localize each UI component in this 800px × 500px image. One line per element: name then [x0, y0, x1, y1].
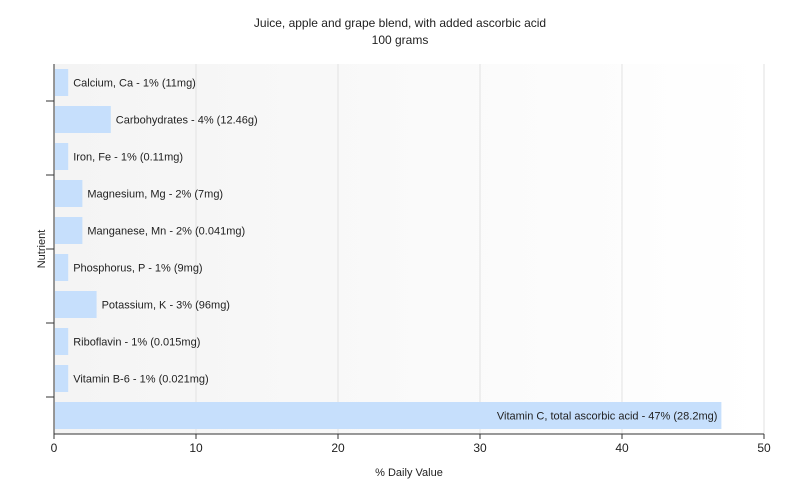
plot-background — [54, 64, 764, 434]
x-tick-label: 50 — [757, 441, 771, 455]
bar — [55, 217, 83, 244]
bar — [55, 365, 69, 392]
bar — [55, 180, 83, 207]
bar-label: Vitamin B-6 - 1% (0.021mg) — [73, 374, 209, 386]
bar-label: Manganese, Mn - 2% (0.041mg) — [87, 226, 245, 238]
bar — [55, 69, 69, 96]
bar-label: Riboflavin - 1% (0.015mg) — [73, 337, 200, 349]
x-tick-label: 20 — [331, 441, 345, 455]
gridlines — [195, 64, 765, 434]
bar-label: Iron, Fe - 1% (0.11mg) — [73, 152, 183, 164]
bar-label: Carbohydrates - 4% (12.46g) — [116, 115, 258, 127]
bar — [55, 106, 111, 133]
x-tick-label: 10 — [189, 441, 203, 455]
chart-subtitle: 100 grams — [372, 33, 429, 47]
bar-label: Phosphorus, P - 1% (9mg) — [73, 263, 202, 275]
x-tick-label: 0 — [51, 441, 58, 455]
y-axis-label: Nutrient — [36, 230, 48, 269]
bar — [55, 402, 722, 429]
x-tick-label: 30 — [473, 441, 487, 455]
x-axis-label: % Daily Value — [375, 467, 443, 479]
bar-label: Magnesium, Mg - 2% (7mg) — [87, 189, 223, 201]
axes: 0 10 20 30 40 50 — [46, 64, 771, 455]
bar — [55, 291, 97, 318]
bar-label: Vitamin C, total ascorbic acid - 47% (28… — [497, 411, 718, 423]
bars: Calcium, Ca - 1% (11mg) Carbohydrates - 4… — [55, 69, 722, 429]
bar — [55, 328, 69, 355]
bar-label: Calcium, Ca - 1% (11mg) — [73, 78, 196, 90]
x-tick-label: 40 — [615, 441, 629, 455]
bar — [55, 254, 69, 281]
bar-label: Potassium, K - 3% (96mg) — [102, 300, 230, 312]
chart-title: Juice, apple and grape blend, with added… — [254, 16, 546, 30]
bar — [55, 143, 69, 170]
